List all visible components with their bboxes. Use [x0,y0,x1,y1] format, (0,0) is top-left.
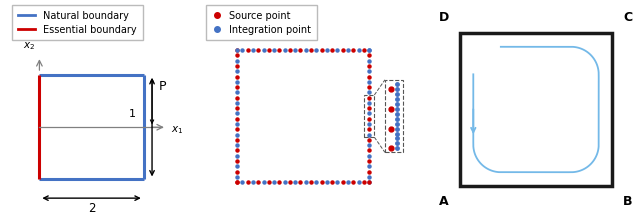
Text: D: D [439,11,449,24]
Legend: Source point, Integration point: Source point, Integration point [206,5,317,41]
Text: A: A [440,195,449,208]
Text: C: C [623,11,632,24]
Text: B: B [623,195,632,208]
Text: $x_2$: $x_2$ [23,40,35,52]
Text: P: P [158,80,166,93]
Legend: Natural boundary, Essential boundary: Natural boundary, Essential boundary [12,5,143,41]
Text: $x_1$: $x_1$ [171,124,183,136]
Text: 2: 2 [88,202,95,215]
Text: 1: 1 [129,109,135,119]
